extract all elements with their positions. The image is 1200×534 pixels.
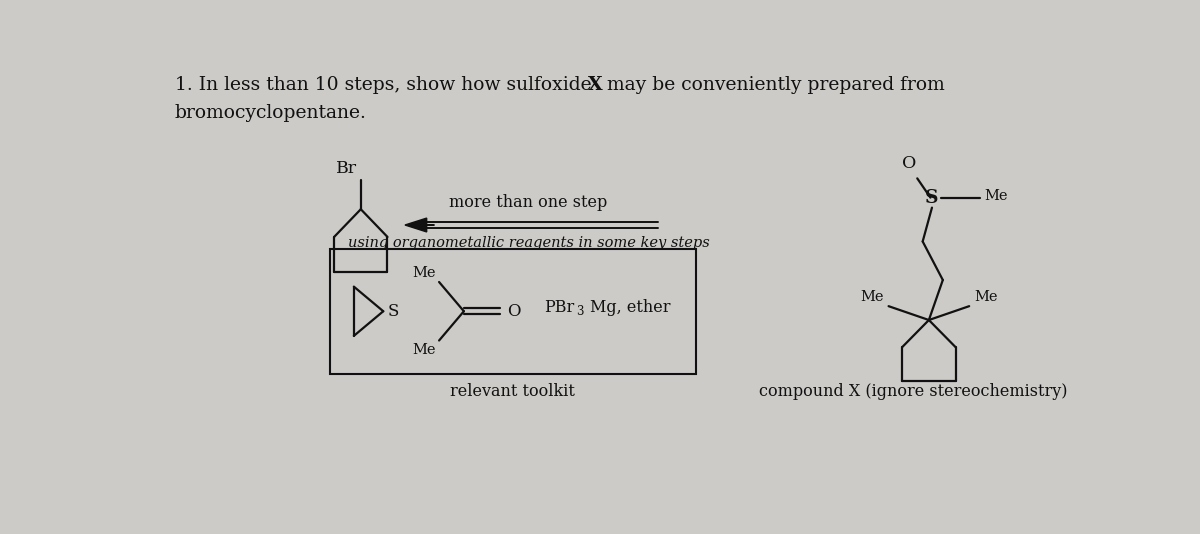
Text: more than one step: more than one step: [450, 194, 607, 211]
Text: Me: Me: [413, 266, 436, 280]
Text: Mg, ether: Mg, ether: [590, 299, 671, 316]
Text: X: X: [588, 76, 602, 95]
Text: bromocyclopentane.: bromocyclopentane.: [175, 104, 367, 122]
Text: Me: Me: [985, 189, 1008, 203]
Bar: [330, 249, 696, 374]
Text: relevant toolkit: relevant toolkit: [450, 383, 575, 400]
FancyArrow shape: [404, 218, 434, 232]
Text: 3: 3: [576, 305, 583, 318]
Text: Me: Me: [860, 290, 884, 304]
Text: may be conveniently prepared from: may be conveniently prepared from: [601, 76, 944, 95]
Text: compound X (ignore stereochemistry): compound X (ignore stereochemistry): [760, 383, 1068, 400]
Text: S: S: [925, 189, 938, 207]
Text: PBr: PBr: [544, 299, 574, 316]
Text: 1. In less than 10 steps, show how sulfoxide: 1. In less than 10 steps, show how sulfo…: [175, 76, 598, 95]
Text: O: O: [508, 303, 521, 320]
Text: O: O: [902, 155, 917, 172]
Text: Me: Me: [413, 343, 436, 357]
Text: S: S: [388, 303, 400, 320]
Text: Br: Br: [336, 160, 356, 177]
Text: using organometallic reagents in some key steps: using organometallic reagents in some ke…: [348, 236, 709, 250]
Text: Me: Me: [974, 290, 997, 304]
